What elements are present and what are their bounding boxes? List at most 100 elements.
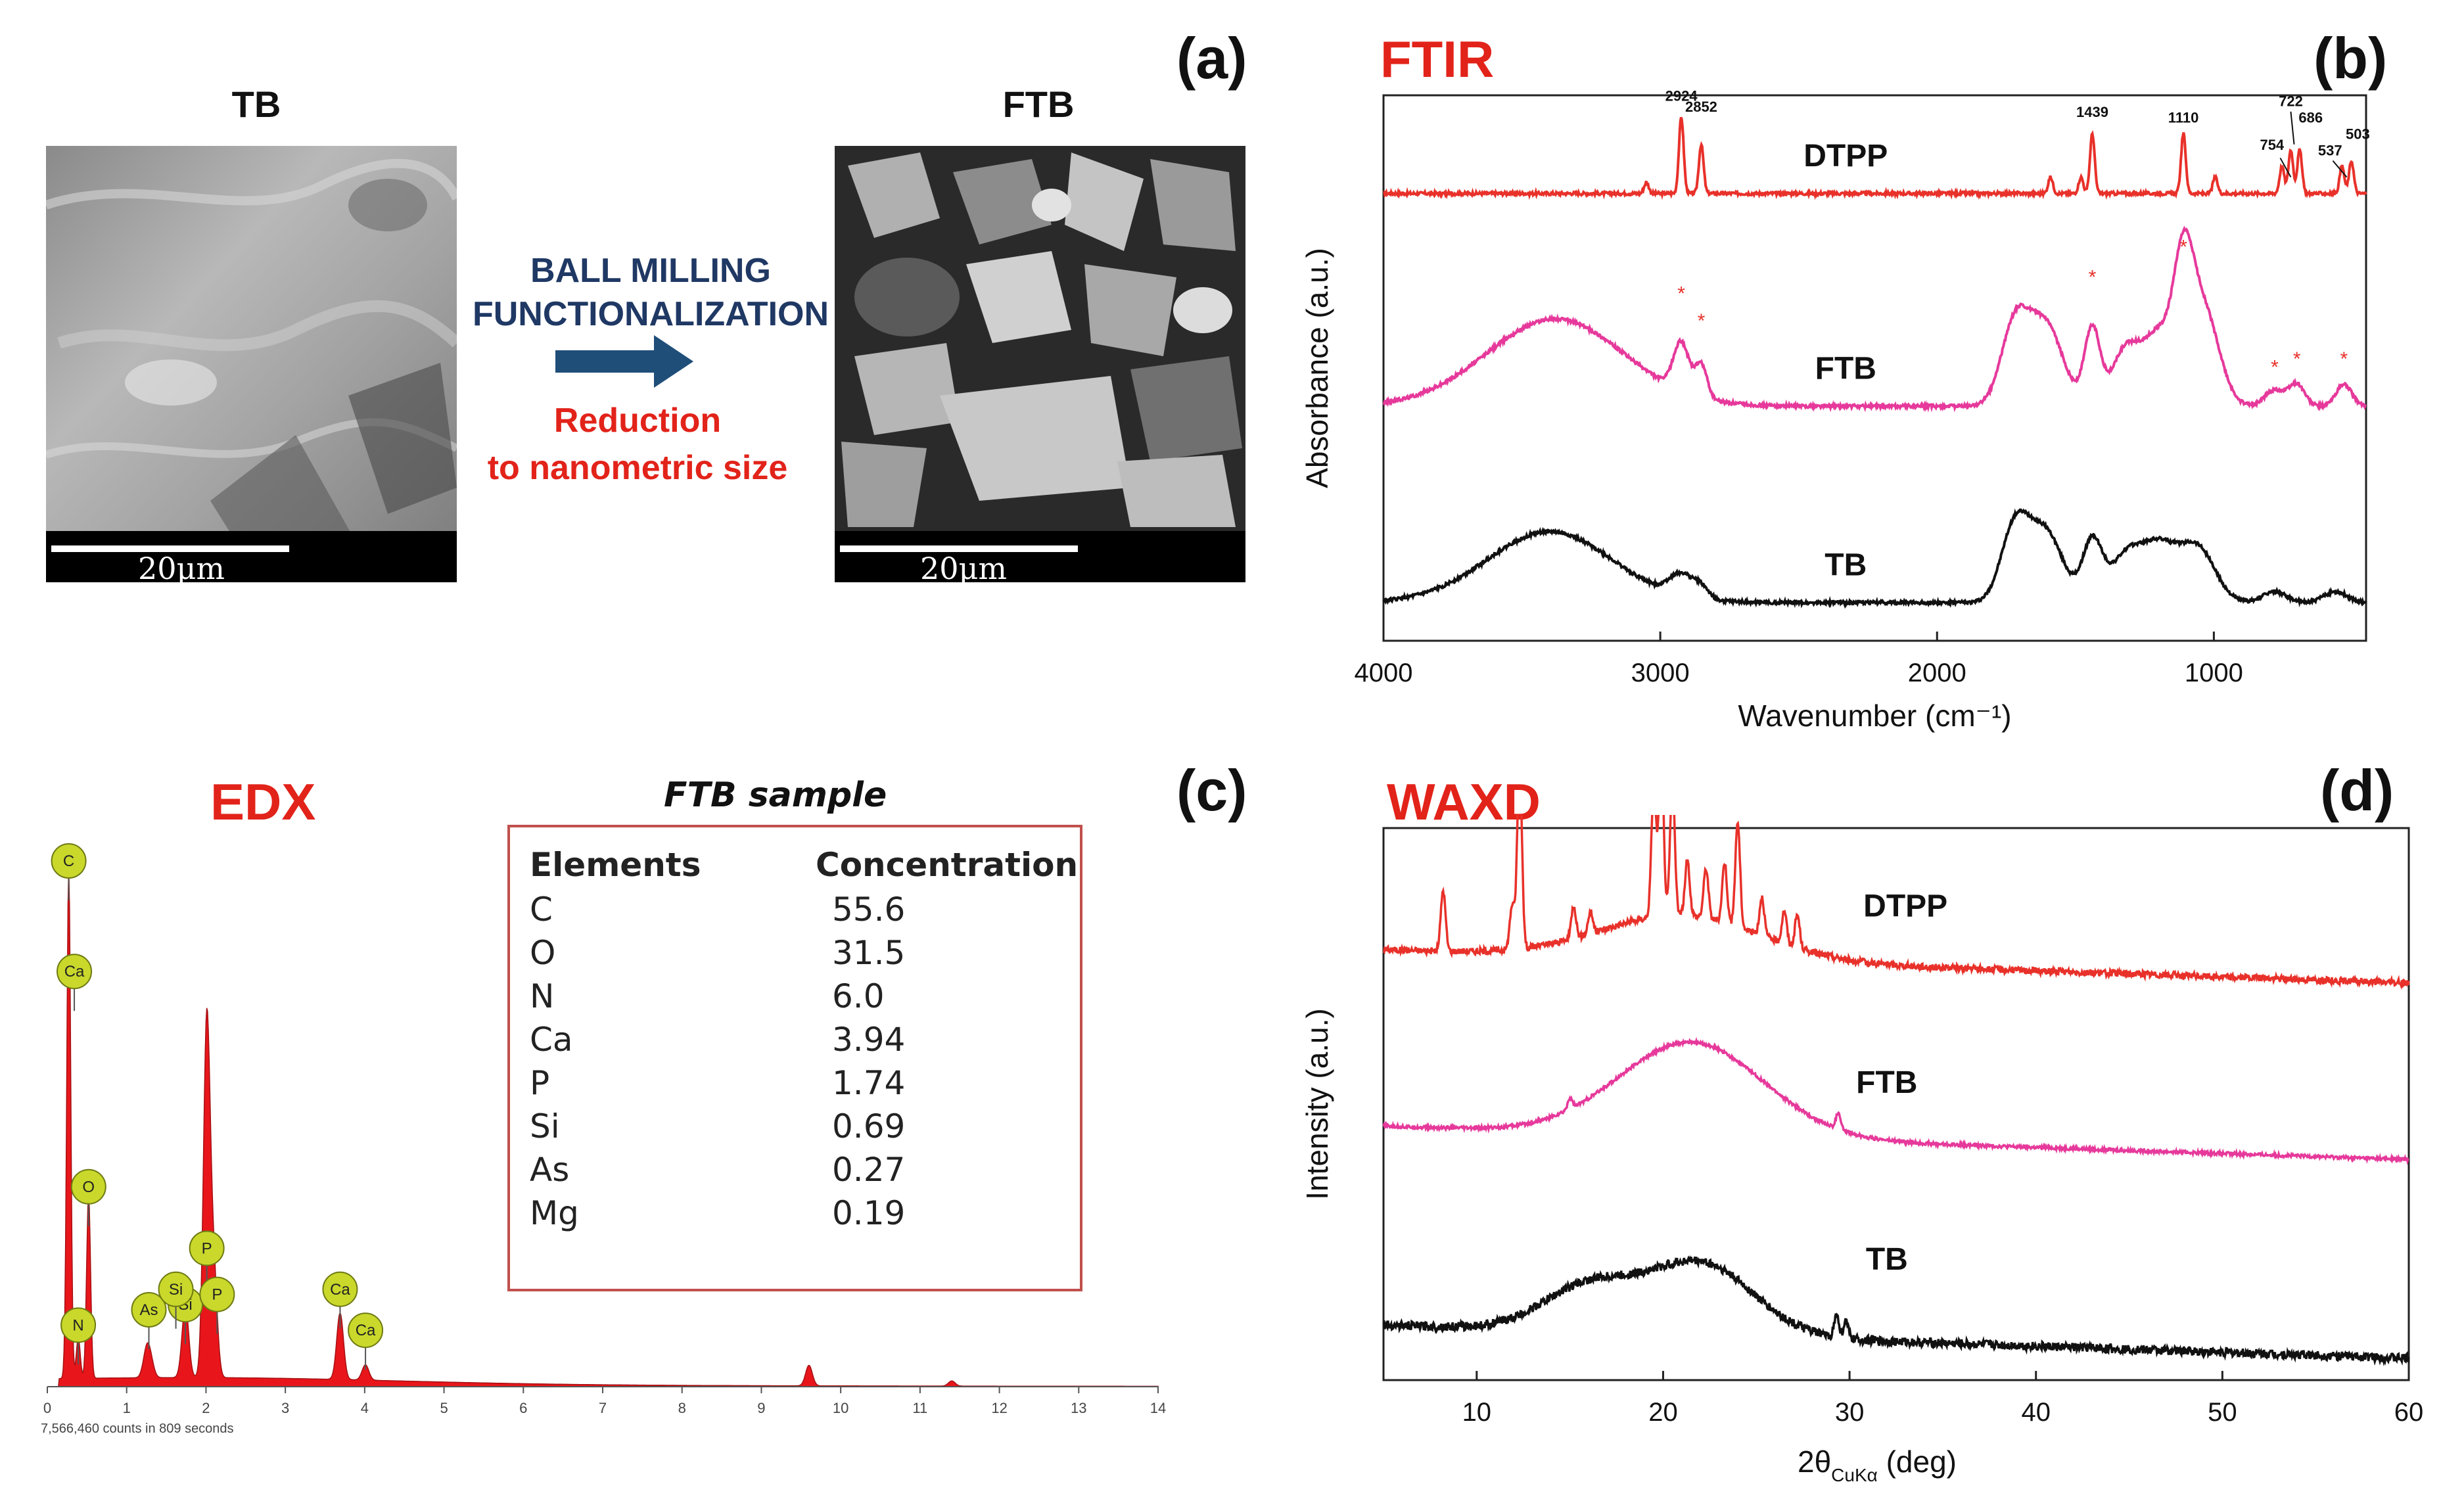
- tb-scale-line: [51, 545, 289, 552]
- waxd-x-axis-label-unit: (deg): [1878, 1445, 1957, 1479]
- panel-c-letter: (c): [1176, 758, 1247, 823]
- edx-table-title: FTB sample: [664, 775, 887, 815]
- edx-element-marker: [51, 843, 87, 879]
- waxd-x-axis-label-sub: CuKα: [1831, 1465, 1878, 1485]
- edx-row-element: Si: [530, 1107, 560, 1145]
- ftir-x-axis-label: Wavenumber (cm⁻¹): [1738, 699, 2011, 733]
- edx-row-value: 0.19: [832, 1194, 906, 1232]
- edx-element-label: Si: [169, 1281, 183, 1299]
- process-label-line1: BALL MILLING: [530, 252, 771, 290]
- edx-element-label: C: [63, 852, 74, 870]
- result-label-line1: Reduction: [553, 402, 722, 440]
- waxd-y-axis-label: Intensity (a.u.): [1300, 1008, 1334, 1199]
- edx-element-marker: [189, 1230, 225, 1266]
- edx-row-element: N: [530, 977, 555, 1015]
- edx-x-tick-label: 9: [757, 1400, 765, 1416]
- edx-x-tick-label: 12: [991, 1400, 1007, 1416]
- edx-x-tick-label: 0: [43, 1400, 51, 1416]
- waxd-chart: 10 20 30 40 50 60 2θCuKα (deg) Intensity (a.u.)…: [1300, 815, 2424, 1485]
- edx-element-label: As: [140, 1301, 158, 1319]
- edx-x-tick-label: 10: [833, 1400, 848, 1416]
- waxd-label-dtpp: DTPP: [1863, 889, 1947, 923]
- edx-element-label: P: [202, 1239, 212, 1257]
- waxd-x-tick-label: 40: [2021, 1398, 2051, 1427]
- edx-row-element: As: [530, 1151, 570, 1189]
- waxd-label-ftb: FTB: [1856, 1065, 1917, 1100]
- waxd-x-tick-label: 30: [1835, 1398, 1865, 1427]
- ftir-label-tb: TB: [1825, 547, 1867, 582]
- ftir-asterisk-marker: *: [2179, 237, 2187, 258]
- ftir-peak-arrow-754: [2279, 157, 2292, 177]
- waxd-label-tb: TB: [1866, 1242, 1908, 1277]
- ftir-peak-label: 722: [2279, 93, 2303, 110]
- edx-row-value: 55.6: [832, 890, 906, 929]
- waxd-plot-frame: [1382, 827, 2410, 1381]
- edx-row-element: Mg: [530, 1194, 579, 1232]
- ftir-asterisk-marker: *: [2271, 356, 2279, 378]
- ftir-y-axis-label: Absorbance (a.u.): [1300, 248, 1334, 488]
- ftir-asterisk-marker: *: [2293, 348, 2301, 370]
- edx-col-concentration: Concentration: [816, 846, 1079, 884]
- ftir-peak-label: 537: [2318, 142, 2342, 158]
- edx-composition-table: Elements Concentration C 55.6 O 31.5 N 6.0 Ca 3…: [507, 825, 1082, 1291]
- edx-element-marker: [158, 1271, 194, 1307]
- waxd-series-ftb: [1382, 1036, 2409, 1165]
- ftir-chart: 4000 3000 2000 1000 Wavenumber (cm⁻¹) Absorba…: [1300, 87, 2370, 733]
- ftb-scale-label: 20µm: [920, 551, 1008, 582]
- waxd-title: WAXD: [1387, 773, 1541, 831]
- ftb-sem-title: FTB: [1002, 83, 1075, 125]
- waxd-x-tick-label: 20: [1648, 1398, 1678, 1427]
- waxd-series-dtpp: [1382, 815, 2410, 990]
- tb-scale-label: 20µm: [138, 551, 225, 582]
- edx-row-value: 6.0: [832, 977, 885, 1015]
- ftir-peak-label: 754: [2260, 137, 2284, 153]
- edx-x-tick-label: 11: [912, 1400, 927, 1416]
- edx-x-tick-label: 5: [440, 1400, 448, 1416]
- ftir-asterisk-marker: *: [2340, 348, 2348, 370]
- edx-row-element: Ca: [530, 1021, 573, 1059]
- edx-row-value: 0.69: [832, 1107, 906, 1145]
- edx-row-element: O: [530, 934, 556, 972]
- waxd-x-tick-label: 50: [2208, 1398, 2237, 1427]
- edx-x-tick-label: 8: [678, 1400, 686, 1416]
- ftir-peak-label: 1439: [2076, 104, 2108, 120]
- edx-element-label: P: [212, 1286, 222, 1304]
- panel-d-letter: (d): [2320, 758, 2394, 823]
- ftb-scale-bar-band: [835, 531, 1245, 582]
- ftir-peak-label: 1110: [2168, 110, 2199, 126]
- edx-x-tick-label: 13: [1071, 1400, 1086, 1416]
- ftb-sem-image: 20µm: [835, 146, 1245, 582]
- waxd-series-tb: [1383, 1255, 2410, 1367]
- edx-x-tick-label: 2: [202, 1400, 210, 1416]
- edx-element-marker: [348, 1312, 384, 1349]
- edx-x-tick-label: 1: [123, 1400, 131, 1416]
- edx-x-tick-label: 4: [361, 1400, 369, 1416]
- edx-x-tick-label: 6: [519, 1400, 527, 1416]
- edx-row-value: 3.94: [832, 1021, 906, 1059]
- edx-x-tick-label: 3: [281, 1400, 289, 1416]
- waxd-x-axis-label-main: 2θ: [1798, 1445, 1831, 1479]
- panel-a-letter: (a): [1176, 26, 1247, 91]
- edx-row-element: P: [530, 1064, 550, 1102]
- right-arrow-icon: [555, 335, 693, 388]
- ftir-peak-arrow-722: [2290, 111, 2295, 145]
- ftir-series-ftb: [1382, 225, 2367, 413]
- panel-b-letter: (b): [2313, 26, 2388, 91]
- tb-sem-title: TB: [231, 83, 281, 125]
- edx-element-label: Ca: [356, 1322, 376, 1339]
- edx-row-value: 1.74: [832, 1064, 906, 1102]
- edx-element-marker: [60, 1307, 97, 1343]
- edx-element-label: N: [72, 1316, 83, 1334]
- ftir-asterisk-marker: *: [1677, 283, 1685, 304]
- ftb-scale-line: [840, 545, 1078, 552]
- ftir-plot-frame: [1382, 94, 2367, 642]
- edx-row-value: 31.5: [832, 934, 906, 972]
- waxd-x-tick-label: 60: [2394, 1398, 2424, 1427]
- edx-x-tick-label: 7: [599, 1400, 607, 1416]
- ftir-title: FTIR: [1380, 30, 1495, 88]
- ftir-peak-label: 686: [2298, 110, 2323, 126]
- tb-sem-image: 20µm: [46, 146, 457, 582]
- edx-element-marker: [199, 1276, 235, 1312]
- edx-row-element: C: [530, 890, 553, 929]
- ftir-x-tick-label: 2000: [1908, 659, 1966, 687]
